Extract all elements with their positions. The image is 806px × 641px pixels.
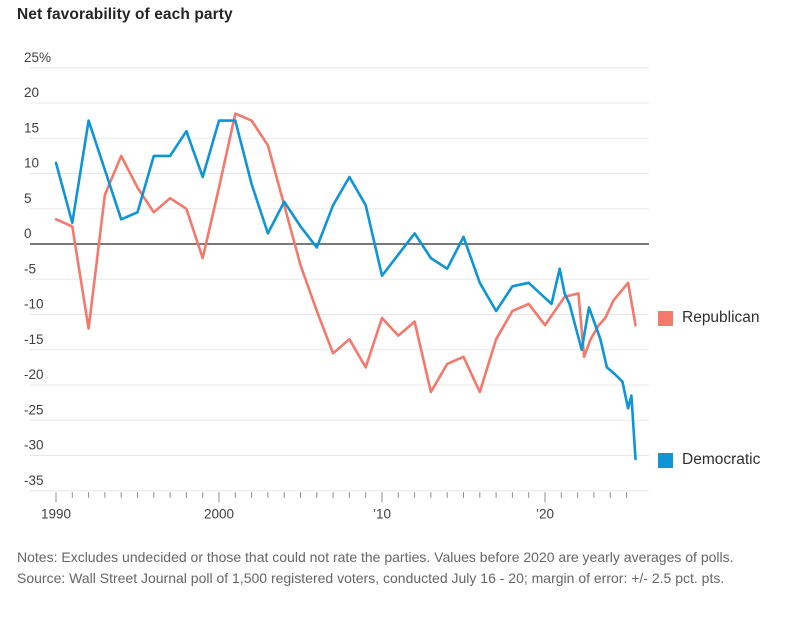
y-axis-label: -10 — [24, 297, 44, 312]
favorability-line-chart: -35 -30 -25 -20 -15 -10 -5 0 5 10 15 20 25% 1990 2000 ’… — [24, 50, 649, 521]
legend-label-democratic: Democratic — [682, 451, 761, 468]
notes-text: Notes: Excludes undecided or those that … — [17, 549, 734, 565]
x-axis-label: 2000 — [204, 506, 234, 521]
x-axis-label: ’10 — [373, 506, 391, 521]
y-axis-label: -30 — [24, 438, 44, 453]
y-axis-label: -25 — [24, 402, 44, 417]
chart-title: Net favorability of each party — [17, 6, 233, 23]
legend-item-republican: Republican — [658, 309, 760, 327]
y-axis-label: 25% — [24, 50, 51, 65]
y-axis-label: -15 — [24, 332, 44, 347]
source-text: Source: Wall Street Journal poll of 1,50… — [17, 570, 725, 586]
x-axis-label: 1990 — [41, 506, 71, 521]
y-axis-label: 15 — [24, 120, 39, 135]
y-axis-label: -35 — [24, 473, 44, 488]
republican-swatch-icon — [658, 310, 673, 326]
footnotes: Notes: Excludes undecided or those that … — [17, 547, 795, 589]
y-axis-label: 5 — [24, 191, 32, 206]
democratic-swatch-icon — [658, 452, 673, 468]
y-axis-label: -5 — [24, 261, 36, 276]
y-axis-label: -20 — [24, 367, 44, 382]
legend-label-republican: Republican — [682, 309, 760, 326]
republican-line — [54, 112, 637, 394]
y-axis-label: 20 — [24, 85, 39, 100]
y-axis-label: 0 — [24, 226, 32, 241]
y-axis-label: 10 — [24, 156, 39, 171]
legend-item-democratic: Democratic — [658, 451, 760, 469]
x-axis-label: ’20 — [536, 506, 554, 521]
democratic-line — [54, 119, 637, 461]
